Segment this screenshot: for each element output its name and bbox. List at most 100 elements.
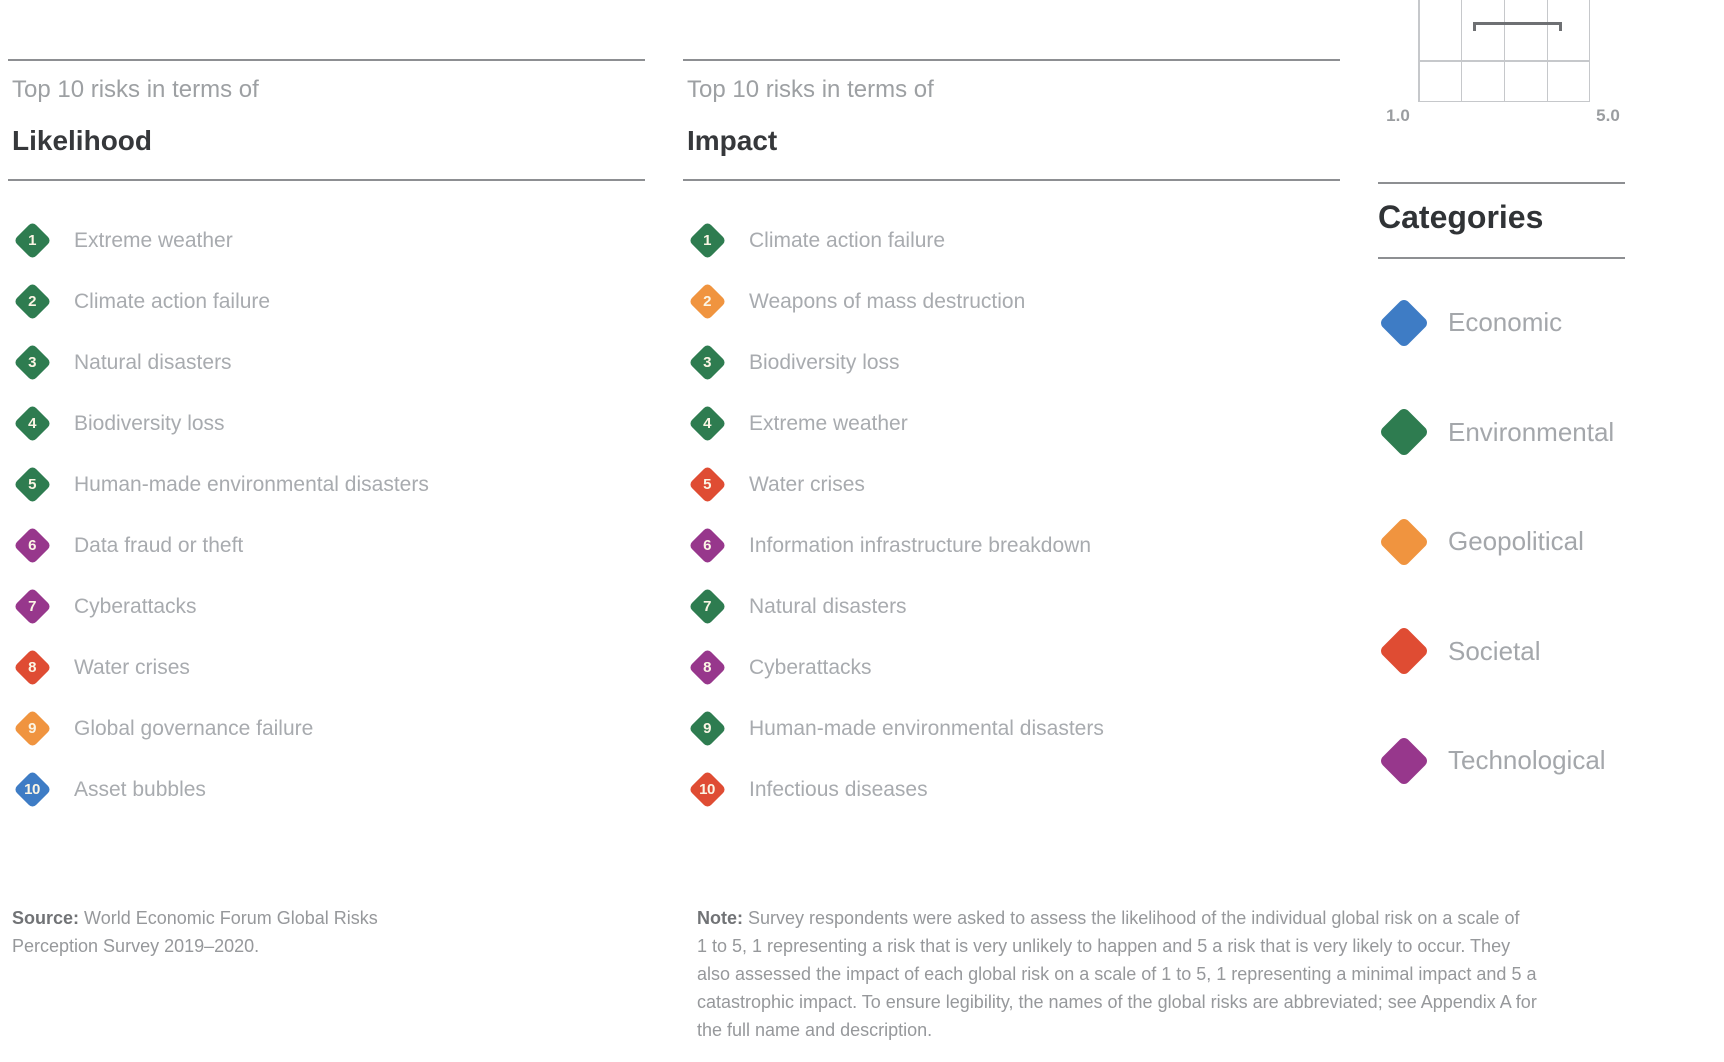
likelihood-title: Likelihood bbox=[12, 125, 152, 156]
rank-number: 10 bbox=[699, 781, 715, 798]
category-label: Economic bbox=[1448, 307, 1563, 338]
risk-item: 5 Water crises bbox=[683, 454, 1340, 515]
divider bbox=[1378, 182, 1625, 184]
source-line: Perception Survey 2019–2020. bbox=[12, 936, 260, 956]
rank-diamond-icon: 3 bbox=[12, 343, 52, 382]
rank-number: 8 bbox=[703, 659, 711, 676]
impact-column: Top 10 risks in terms of Impact 1 Climat… bbox=[683, 0, 1340, 1062]
likelihood-column: Top 10 risks in terms of Likelihood 1 Ex… bbox=[8, 0, 645, 1062]
rank-number: 1 bbox=[28, 232, 36, 249]
risk-label: Water crises bbox=[74, 655, 190, 679]
impact-eyebrow: Top 10 risks in terms of bbox=[687, 76, 934, 103]
rank-number: 4 bbox=[28, 415, 36, 432]
axis-min-label: 1.0 bbox=[1386, 106, 1410, 125]
gridline bbox=[1588, 0, 1590, 102]
category-diamond-icon bbox=[1378, 516, 1430, 568]
legend-item: Environmental bbox=[1378, 378, 1688, 488]
note-line: Note: Survey respondents were asked to a… bbox=[697, 908, 1520, 928]
risk-item: 7 Natural disasters bbox=[683, 576, 1340, 637]
risk-item: 9 Human-made environmental disasters bbox=[683, 698, 1340, 759]
risk-item: 8 Cyberattacks bbox=[683, 637, 1340, 698]
rank-diamond-icon: 1 bbox=[12, 221, 52, 260]
risk-item: 6 Data fraud or theft bbox=[8, 515, 645, 576]
note-text: Note: Survey respondents were asked to a… bbox=[697, 904, 1597, 1044]
scale-preview-grid bbox=[1418, 0, 1590, 102]
source-label: Source: bbox=[12, 908, 80, 928]
rank-number: 7 bbox=[28, 598, 36, 615]
rank-number: 3 bbox=[703, 354, 711, 371]
rank-number: 9 bbox=[28, 720, 36, 737]
risk-label: Climate action failure bbox=[74, 289, 271, 313]
rank-diamond-icon: 9 bbox=[687, 709, 727, 748]
rank-diamond-icon: 8 bbox=[12, 648, 52, 687]
risk-item: 4 Biodiversity loss bbox=[8, 393, 645, 454]
rank-number: 3 bbox=[28, 354, 36, 371]
risk-label: Climate action failure bbox=[749, 228, 946, 252]
category-label: Geopolitical bbox=[1448, 526, 1584, 557]
rank-number: 6 bbox=[703, 537, 711, 554]
risk-label: Infectious diseases bbox=[749, 777, 928, 801]
legend-item: Technological bbox=[1378, 706, 1688, 816]
legend-item: Economic bbox=[1378, 268, 1688, 378]
rank-diamond-icon: 7 bbox=[687, 587, 727, 626]
note-line: 1 to 5, 1 representing a risk that is ve… bbox=[697, 936, 1511, 956]
rank-number: 5 bbox=[28, 476, 36, 493]
divider bbox=[8, 179, 645, 181]
rank-diamond-icon: 2 bbox=[687, 282, 727, 321]
risk-item: 1 Extreme weather bbox=[8, 210, 645, 271]
legend-item: Geopolitical bbox=[1378, 487, 1688, 597]
category-diamond-icon bbox=[1378, 735, 1430, 787]
rank-diamond-icon: 10 bbox=[687, 770, 727, 809]
risk-item: 3 Biodiversity loss bbox=[683, 332, 1340, 393]
risk-item: 6 Information infrastructure breakdown bbox=[683, 515, 1340, 576]
rank-number: 7 bbox=[703, 598, 711, 615]
likelihood-risk-list: 1 Extreme weather 2 Climate action failu… bbox=[8, 210, 645, 820]
categories-title: Categories bbox=[1378, 199, 1544, 235]
category-label: Societal bbox=[1448, 635, 1541, 666]
risk-item: 7 Cyberattacks bbox=[8, 576, 645, 637]
risk-item: 10 Infectious diseases bbox=[683, 759, 1340, 820]
risk-item: 5 Human-made environmental disasters bbox=[8, 454, 645, 515]
gridline bbox=[1546, 0, 1548, 102]
category-diamond-icon bbox=[1378, 297, 1430, 349]
rank-diamond-icon: 7 bbox=[12, 587, 52, 626]
risk-label: Weapons of mass destruction bbox=[749, 289, 1026, 313]
divider bbox=[8, 59, 645, 61]
category-diamond-icon bbox=[1378, 625, 1430, 677]
rank-diamond-icon: 6 bbox=[687, 526, 727, 565]
rank-diamond-icon: 2 bbox=[12, 282, 52, 321]
rank-diamond-icon: 10 bbox=[12, 770, 52, 809]
impact-title: Impact bbox=[687, 125, 778, 156]
risk-label: Human-made environmental disasters bbox=[749, 716, 1104, 740]
rank-number: 5 bbox=[703, 476, 711, 493]
rank-diamond-icon: 9 bbox=[12, 709, 52, 748]
impact-risk-list: 1 Climate action failure 2 Weapons of ma… bbox=[683, 210, 1340, 820]
gridline bbox=[1418, 60, 1590, 62]
rank-number: 2 bbox=[28, 293, 36, 310]
risk-item: 8 Water crises bbox=[8, 637, 645, 698]
risk-item: 1 Climate action failure bbox=[683, 210, 1340, 271]
source-text: Source: World Economic Forum Global Risk… bbox=[12, 904, 452, 960]
rank-diamond-icon: 4 bbox=[12, 404, 52, 443]
rank-diamond-icon: 6 bbox=[12, 526, 52, 565]
risk-label: Biodiversity loss bbox=[749, 350, 900, 374]
rank-number: 4 bbox=[703, 415, 711, 432]
source-line: Source: World Economic Forum Global Risk… bbox=[12, 908, 378, 928]
risk-label: Global governance failure bbox=[74, 716, 314, 740]
risk-item: 9 Global governance failure bbox=[8, 698, 645, 759]
rank-diamond-icon: 5 bbox=[12, 465, 52, 504]
risk-item: 4 Extreme weather bbox=[683, 393, 1340, 454]
category-diamond-icon bbox=[1378, 406, 1430, 458]
rank-number: 10 bbox=[24, 781, 40, 798]
scale-marker-cap bbox=[1559, 22, 1562, 31]
risk-label: Extreme weather bbox=[749, 411, 908, 435]
risk-label: Cyberattacks bbox=[749, 655, 872, 679]
rank-diamond-icon: 1 bbox=[687, 221, 727, 260]
gridline bbox=[1503, 0, 1505, 102]
risk-item: 3 Natural disasters bbox=[8, 332, 645, 393]
note-label: Note: bbox=[697, 908, 743, 928]
rank-diamond-icon: 5 bbox=[687, 465, 727, 504]
risk-label: Extreme weather bbox=[74, 228, 233, 252]
risk-item: 2 Weapons of mass destruction bbox=[683, 271, 1340, 332]
risk-label: Natural disasters bbox=[749, 594, 907, 618]
